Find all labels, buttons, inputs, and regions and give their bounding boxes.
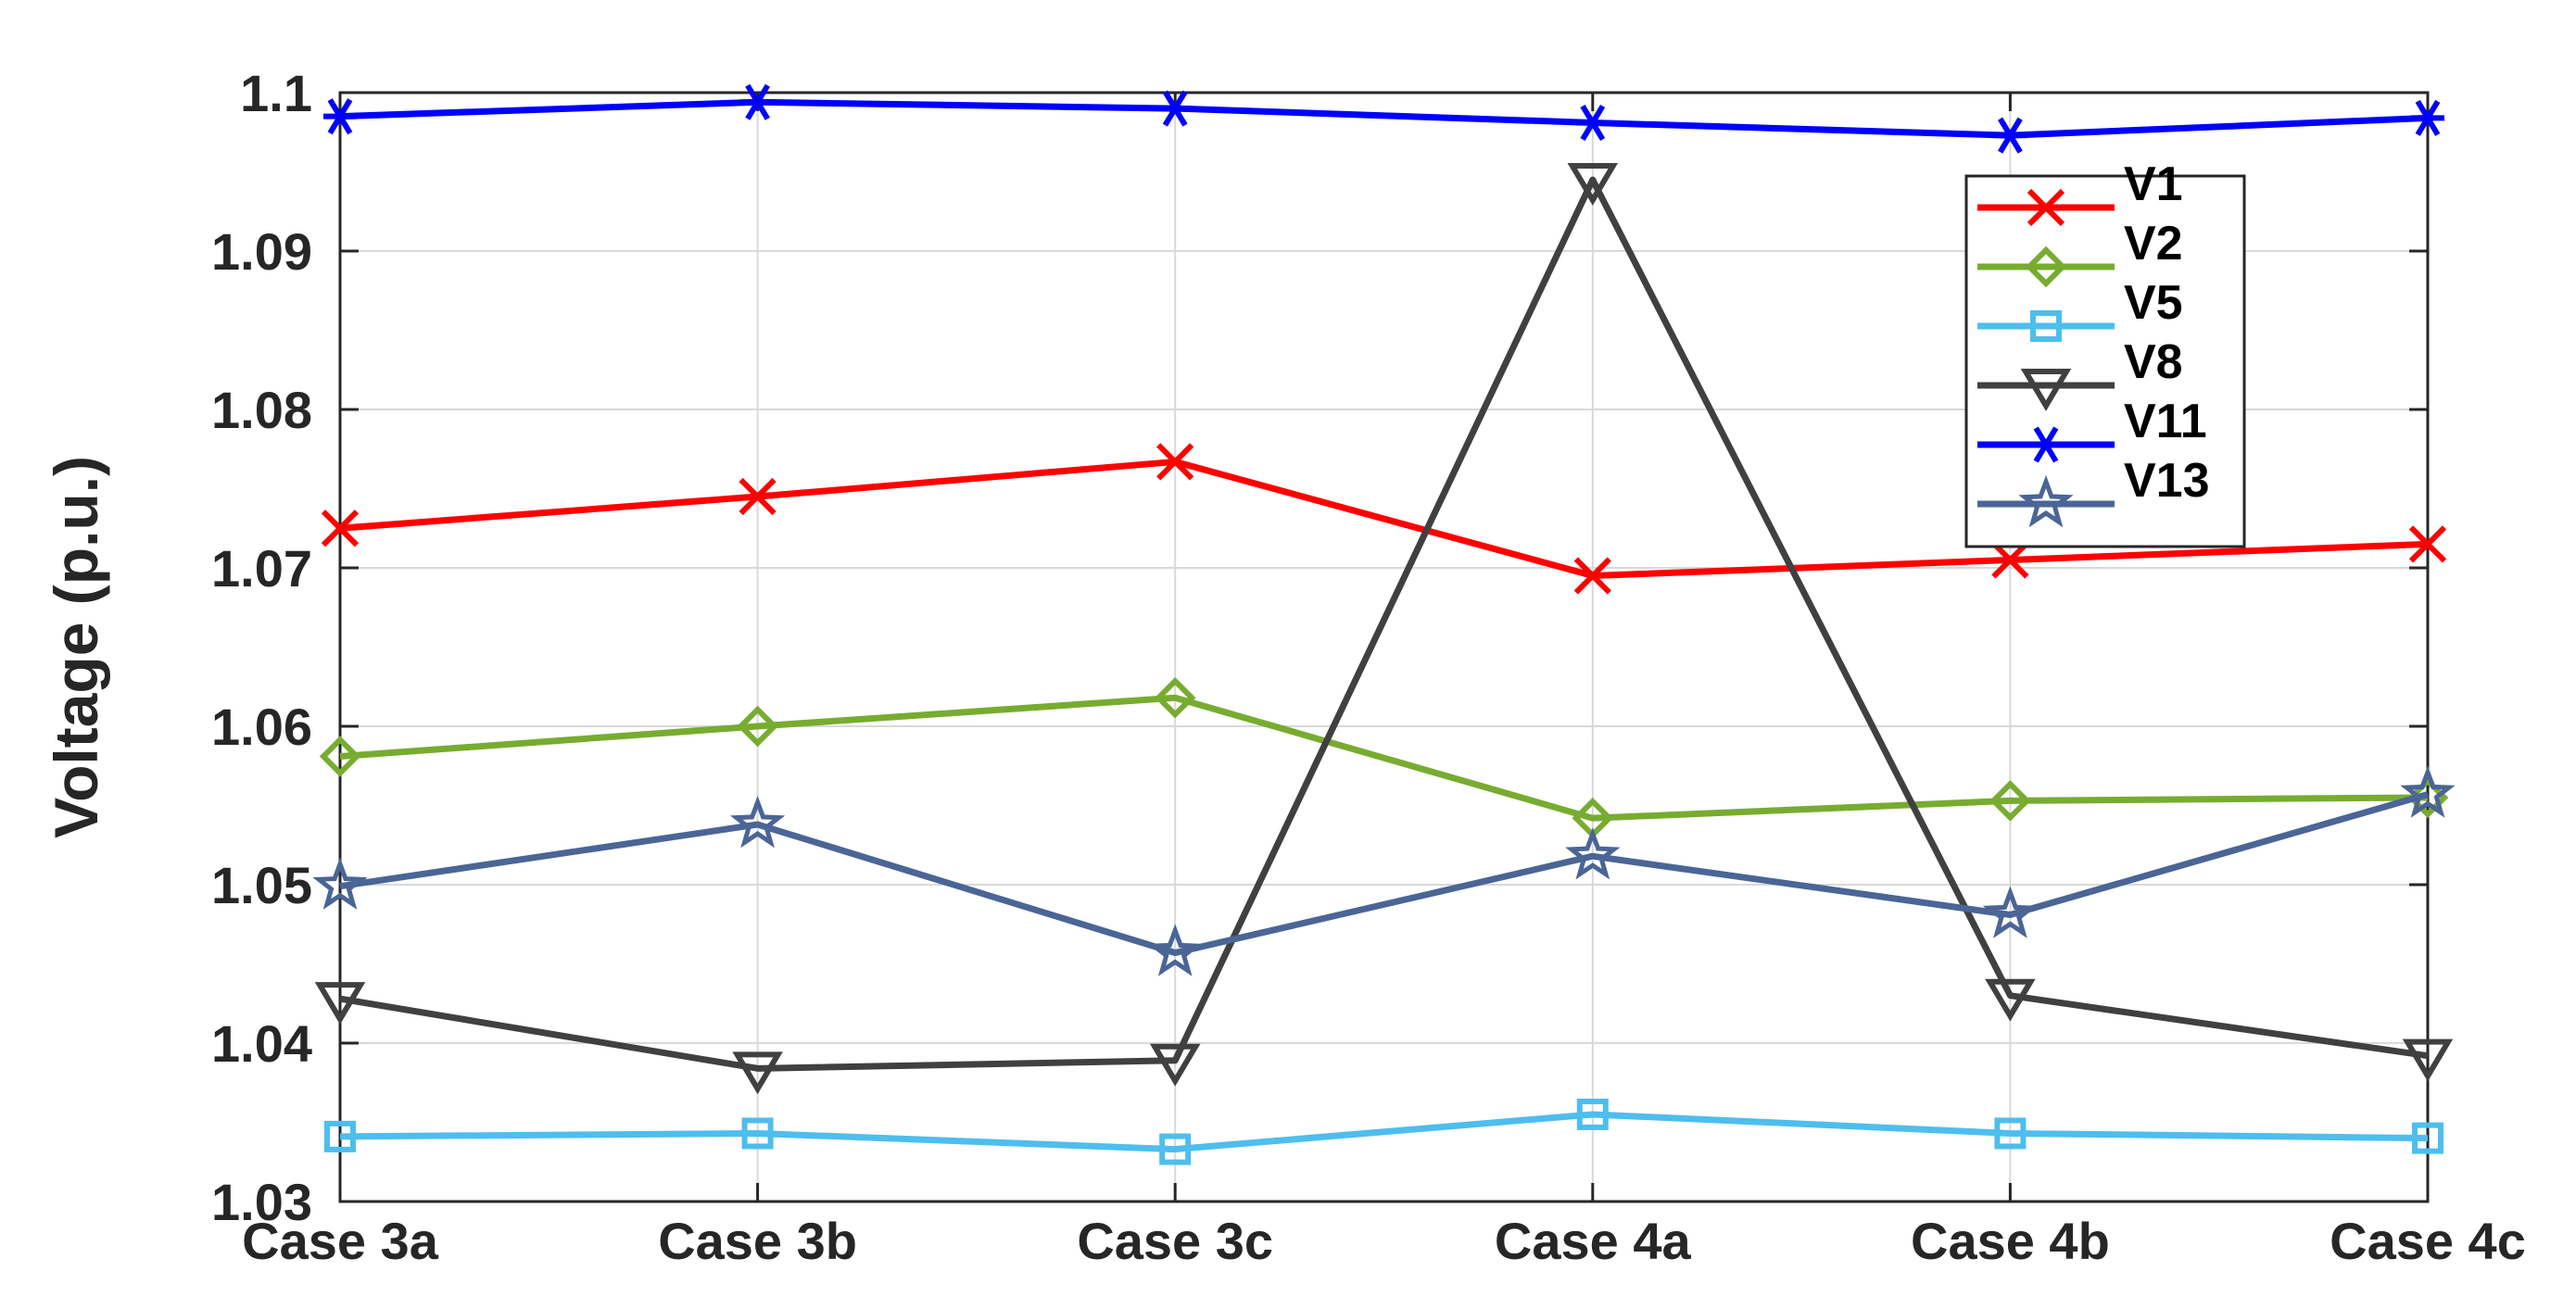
data-point-v11	[1158, 90, 1193, 127]
data-point-v13	[1982, 886, 2039, 938]
data-point-v11	[740, 83, 775, 120]
y-tick-label: 1.07	[211, 539, 312, 598]
y-tick-label: 1.06	[211, 698, 312, 756]
x-tick-label: Case 3a	[242, 1212, 439, 1270]
legend-marker-v8	[2020, 369, 2072, 411]
legend-marker-v5	[2030, 310, 2062, 342]
legend-marker-v2	[2025, 245, 2067, 288]
y-axis-label: Voltage (p.u.)	[42, 456, 110, 838]
legend-label-v2: V2	[2124, 217, 2183, 271]
x-tick-label: Case 4a	[1495, 1212, 1692, 1270]
data-point-v2	[2406, 776, 2449, 819]
y-tick-label: 1.1	[240, 64, 312, 122]
data-point-v11	[1575, 104, 1610, 142]
data-point-v13	[312, 857, 368, 910]
y-tick-label: 1.09	[211, 222, 312, 281]
data-point-v2	[1989, 780, 2031, 822]
legend-item-v1: V1	[1977, 157, 2183, 227]
x-tick-label: Case 3c	[1077, 1212, 1273, 1270]
series-line-v11	[339, 98, 2429, 139]
legend-item-v11: V11	[1977, 395, 2207, 463]
series-lines	[312, 83, 2456, 1165]
data-point-v5	[324, 1120, 356, 1152]
data-point-v8	[2402, 1038, 2454, 1082]
plot-area-frame	[338, 91, 2430, 1203]
legend-box	[1964, 174, 2246, 548]
legend-label-v5: V5	[2124, 276, 2183, 330]
series-v13	[312, 765, 2456, 976]
legend-label-v1: V1	[2124, 157, 2183, 211]
data-point-v8	[1985, 978, 2036, 1022]
series-line-v5	[339, 1111, 2429, 1153]
legend-label-v8: V8	[2124, 335, 2183, 389]
data-point-v1	[1156, 443, 1194, 481]
data-point-v13	[729, 795, 786, 849]
data-point-v2	[737, 705, 778, 748]
data-point-v13	[1565, 827, 1621, 880]
data-point-v5	[2412, 1122, 2443, 1154]
data-point-v8	[1567, 163, 1619, 206]
data-point-v8	[732, 1051, 783, 1095]
data-point-v5	[1159, 1133, 1192, 1165]
series-v8	[314, 163, 2454, 1095]
series-line-v13	[339, 791, 2429, 957]
x-tick-label: Case 3b	[658, 1212, 857, 1270]
data-point-v11	[2411, 99, 2444, 136]
data-point-v5	[1576, 1098, 1609, 1130]
data-point-v11	[1993, 117, 2027, 154]
data-point-v1	[321, 510, 360, 547]
legend-marker-v1	[2027, 188, 2065, 227]
legend-item-v13: V13	[1977, 454, 2210, 528]
data-point-v8	[314, 982, 366, 1025]
y-axis-tick-labels: 1.03 1.04 1.05 1.06 1.07 1.08 1.09 1.1	[211, 64, 312, 1231]
y-tick-label: 1.03	[211, 1173, 312, 1231]
legend-marker-v11	[2029, 426, 2063, 463]
series-v1	[321, 443, 2447, 595]
legend-item-v8: V8	[1977, 335, 2183, 411]
data-point-v13	[2400, 765, 2456, 818]
legend-label-v11: V11	[2124, 395, 2207, 448]
data-point-v13	[1147, 924, 1203, 976]
data-point-v2	[1154, 676, 1196, 719]
data-point-v11	[323, 98, 357, 135]
data-point-v8	[1149, 1043, 1201, 1087]
y-tick-label: 1.05	[211, 856, 312, 914]
data-point-v5	[1994, 1117, 2027, 1150]
data-point-v1	[739, 477, 777, 516]
data-point-v1	[2408, 525, 2447, 563]
y-tick-label: 1.04	[211, 1014, 312, 1073]
series-v5	[324, 1098, 2443, 1165]
series-v2	[319, 676, 2449, 839]
data-point-v2	[319, 736, 361, 777]
series-line-v8	[339, 176, 2429, 1072]
x-tick-label: Case 4b	[1911, 1212, 2110, 1270]
series-line-v1	[339, 458, 2429, 580]
series-line-v2	[339, 694, 2429, 822]
data-point-v1	[1991, 541, 2029, 579]
legend-marker-v13	[2018, 474, 2074, 528]
data-point-v5	[741, 1117, 774, 1150]
legend-label-v13: V13	[2124, 454, 2210, 508]
series-v11	[323, 83, 2444, 154]
y-tick-label: 1.08	[211, 381, 312, 439]
legend-item-v2: V2	[1977, 217, 2183, 288]
x-axis-tick-labels: Case 3a Case 3b Case 3c Case 4a Case 4b Case …	[242, 1212, 2526, 1270]
data-point-v1	[1573, 557, 1611, 595]
x-tick-label: Case 4c	[2330, 1212, 2526, 1270]
legend-item-v5: V5	[1977, 276, 2183, 342]
